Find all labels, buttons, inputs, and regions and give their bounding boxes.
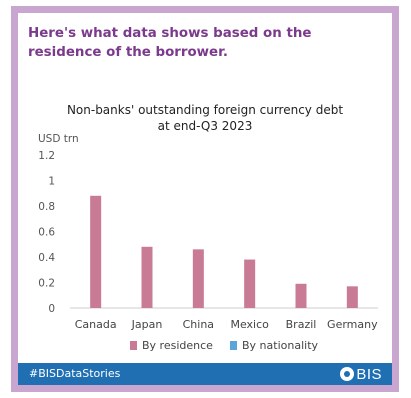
legend: By residence By nationality xyxy=(130,339,319,352)
y-tick-label: 0.2 xyxy=(38,278,55,290)
x-tick-label: Mexico xyxy=(230,318,269,331)
y-tick-label: 0.6 xyxy=(38,227,55,239)
chart-title-line-1: Non-banks' outstanding foreign currency … xyxy=(66,103,344,117)
bars xyxy=(90,195,358,308)
legend-label: By nationality xyxy=(242,339,319,352)
bar-china xyxy=(192,249,204,308)
bar-chart: USD trn 0 0.2 0.4 0.6 0.8 1 1.2 Canada Japan Chi… xyxy=(38,133,378,352)
x-axis-labels: Canada Japan China Mexico Brazil Germany xyxy=(75,318,378,331)
y-axis-unit-label: USD trn xyxy=(38,133,79,145)
y-tick-label: 0.8 xyxy=(38,201,55,213)
x-tick-label: China xyxy=(183,318,214,331)
bar-brazil xyxy=(295,283,307,308)
chart-title: Non-banks' outstanding foreign currency … xyxy=(18,102,392,134)
bar-mexico xyxy=(244,259,256,308)
bis-logo-text: BIS xyxy=(356,365,382,383)
legend-swatch xyxy=(230,341,237,350)
legend-swatch xyxy=(130,341,137,350)
y-tick-label: 1 xyxy=(48,176,55,188)
headline: Here's what data shows based on the resi… xyxy=(28,26,312,60)
y-axis-ticks: 0 0.2 0.4 0.6 0.8 1 1.2 xyxy=(38,150,55,315)
footer-bar: #BISDataStories BIS xyxy=(18,363,392,385)
bar-germany xyxy=(346,286,358,308)
card-frame: Here's what data shows based on the resi… xyxy=(11,6,399,392)
y-tick-label: 0 xyxy=(48,303,55,315)
hashtag-label[interactable]: #BISDataStories xyxy=(29,367,121,380)
bar-japan xyxy=(141,246,153,308)
y-tick-label: 1.2 xyxy=(38,150,55,162)
bis-logo-icon xyxy=(340,367,355,381)
bar-canada xyxy=(90,195,102,308)
legend-label: By residence xyxy=(142,339,213,352)
data-story-card: Here's what data shows based on the resi… xyxy=(18,13,392,385)
bis-logo: BIS xyxy=(340,365,382,383)
y-tick-label: 0.4 xyxy=(38,252,55,264)
x-tick-label: Brazil xyxy=(286,318,317,331)
x-tick-label: Germany xyxy=(327,318,378,331)
chart-title-line-2: at end-Q3 2023 xyxy=(157,119,253,133)
x-tick-label: Japan xyxy=(131,318,163,331)
x-tick-label: Canada xyxy=(75,318,117,331)
